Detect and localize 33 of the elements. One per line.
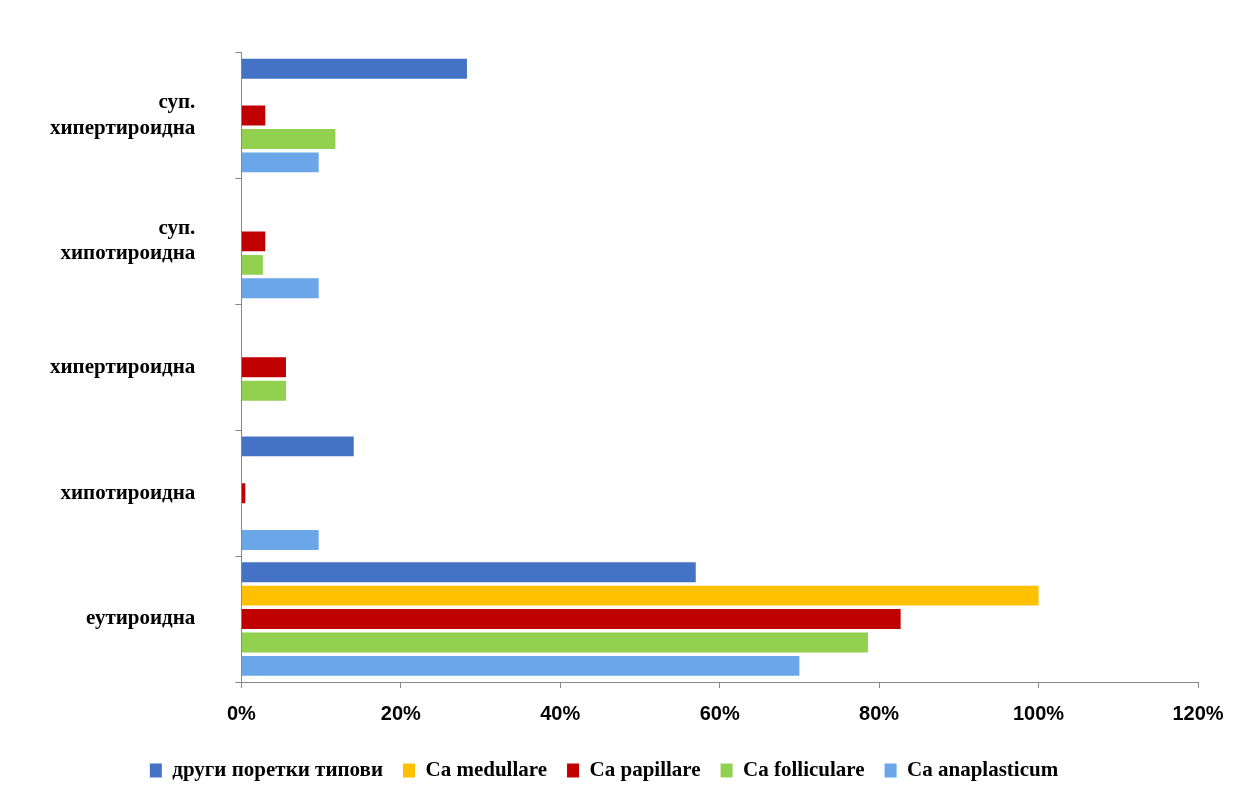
bar (241, 129, 336, 149)
x-tick-label: 60% (699, 701, 740, 724)
x-tick-label: 40% (540, 701, 581, 724)
bar (241, 609, 901, 630)
y-tick-label: суп. хипертироидна (50, 89, 196, 139)
bar (241, 278, 319, 299)
x-tick-label: 20% (380, 701, 422, 724)
legend-label: Ca folliculare (743, 756, 865, 781)
y-tick-label: хипертироидна (50, 353, 196, 378)
bar (241, 357, 286, 378)
bar (241, 254, 263, 275)
y-tick-label: суп. хипотироидна (60, 215, 196, 265)
bar (241, 632, 868, 653)
bar (241, 562, 696, 583)
bar (241, 152, 319, 173)
bar (241, 436, 354, 457)
legend-label: други поретки типови (172, 756, 384, 781)
y-tick-label: еутироидна (86, 605, 196, 630)
bar (241, 380, 286, 401)
y-tick-label: хипотироидна (60, 479, 196, 504)
bar (241, 58, 467, 79)
x-tick-label: 100% (1012, 701, 1065, 724)
bar (241, 231, 266, 252)
x-tick-label: 80% (859, 701, 900, 724)
x-tick-label: 0% (226, 701, 257, 724)
x-tick-label: 120% (1172, 701, 1224, 724)
bar (241, 585, 1039, 606)
bar (241, 655, 800, 676)
legend-label: Ca papillare (589, 756, 701, 781)
bar (241, 530, 319, 550)
legend-label: Ca anaplasticum (907, 756, 1059, 781)
bar (241, 105, 266, 126)
legend-label: Ca medullare (425, 756, 548, 781)
